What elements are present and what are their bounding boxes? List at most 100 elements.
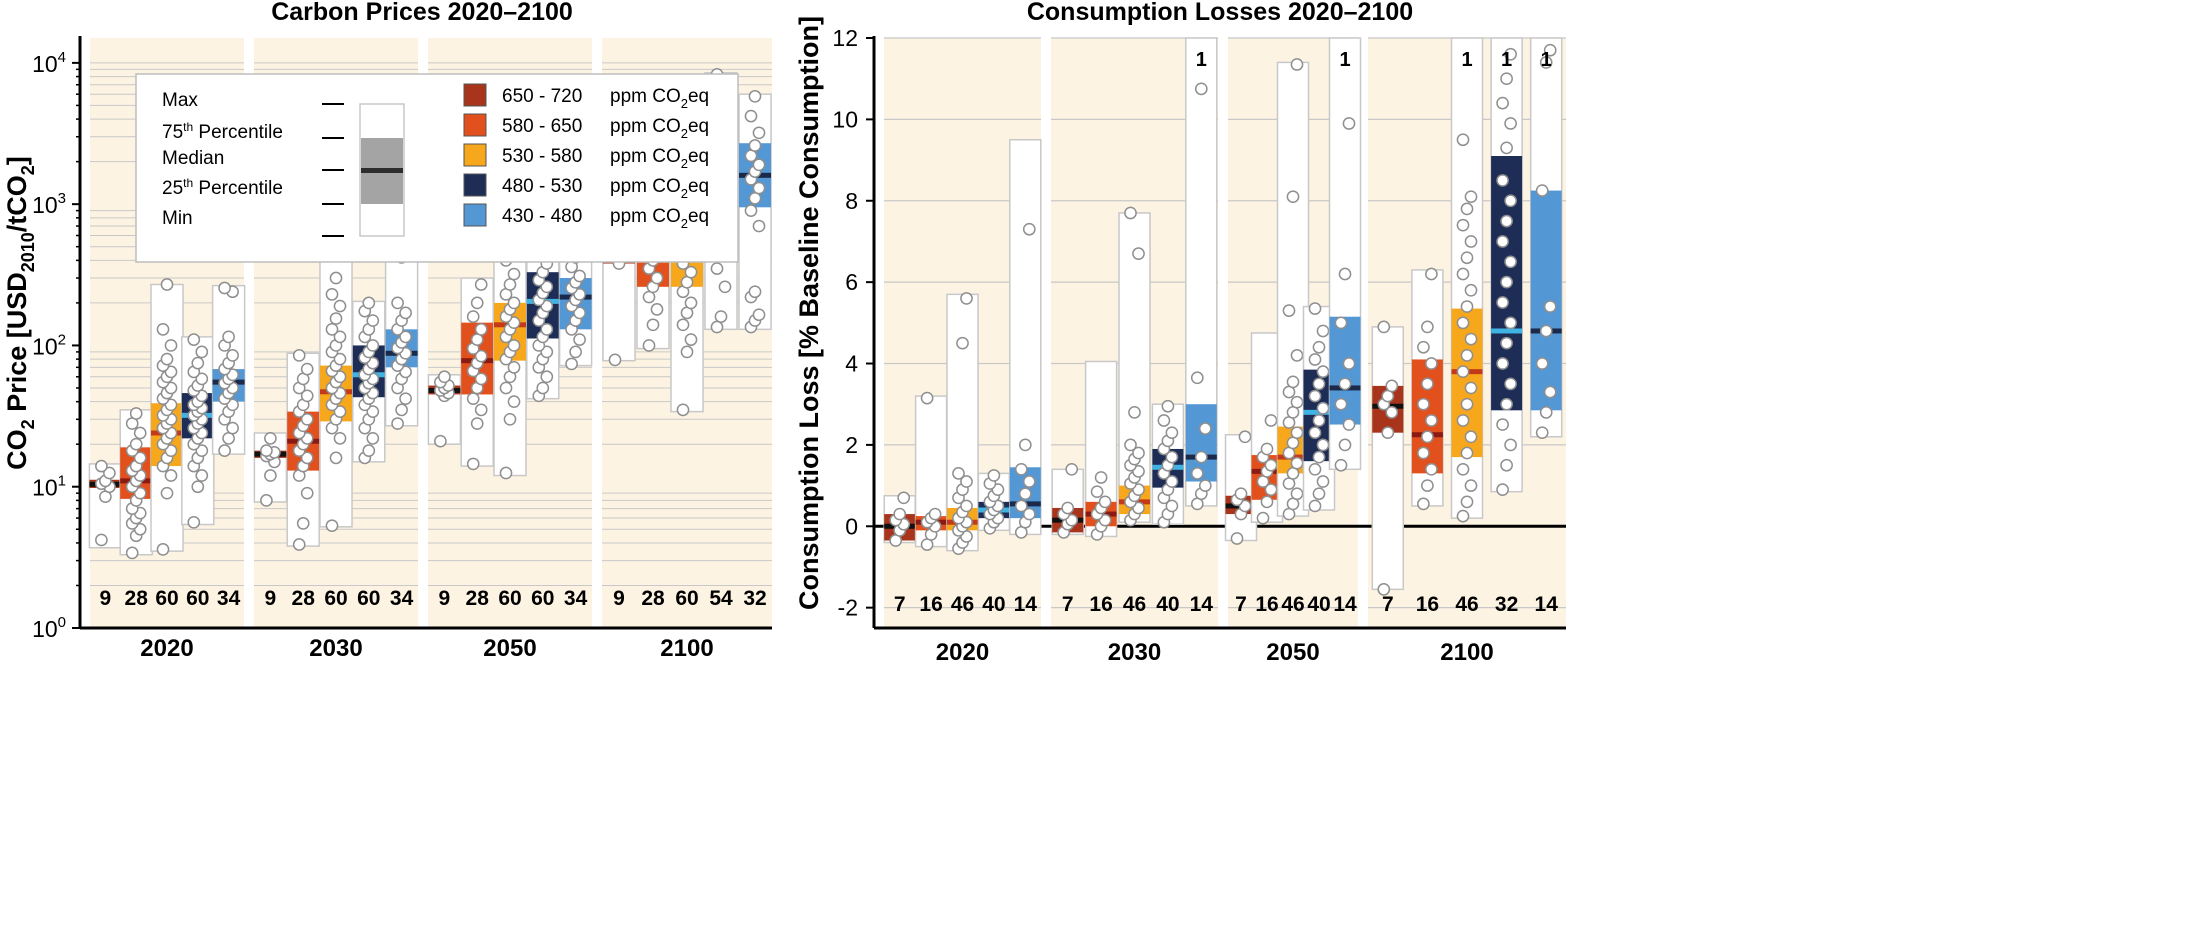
data-point	[1500, 275, 1513, 289]
data-point	[507, 360, 521, 374]
sample-count: 60	[531, 587, 554, 610]
data-point	[608, 353, 622, 367]
data-point	[1014, 462, 1028, 476]
box-2030-0: 7	[1051, 462, 1084, 616]
box-2100-3: 1 32	[1490, 37, 1523, 616]
data-point	[399, 330, 412, 344]
legend-swatch	[463, 83, 487, 107]
sample-count: 28	[641, 587, 665, 610]
data-point	[1456, 365, 1470, 379]
data-point	[1464, 430, 1478, 444]
data-point	[1460, 251, 1474, 265]
data-point	[1290, 349, 1304, 362]
legend-unit: ppm CO2eq	[610, 116, 709, 141]
data-point	[399, 392, 412, 406]
data-point	[1286, 375, 1300, 389]
data-point	[1290, 426, 1304, 440]
data-point	[366, 339, 380, 352]
sample-count: 40	[1156, 593, 1179, 616]
y-tick-label: 101	[32, 473, 66, 501]
data-point	[1308, 389, 1322, 403]
data-point	[395, 403, 408, 417]
data-point	[1535, 357, 1549, 370]
data-point	[1421, 320, 1434, 334]
chart-title: Carbon Prices 2020–2100	[271, 0, 573, 26]
box-2030-4: 1 14	[1185, 37, 1218, 616]
legend-swatch	[463, 173, 487, 197]
data-point	[1256, 511, 1270, 525]
data-point	[573, 306, 586, 320]
sample-count: 60	[186, 587, 209, 610]
box-2050-4: 1 14	[1328, 37, 1362, 616]
data-point	[1500, 214, 1513, 228]
data-point	[329, 271, 343, 285]
data-point	[218, 444, 231, 458]
sample-count: 9	[439, 587, 451, 610]
sample-count: 40	[982, 593, 1005, 616]
year-group-2030: 9 28 60 60 34 2030	[253, 251, 419, 662]
data-point	[1198, 479, 1212, 492]
data-point	[573, 269, 586, 283]
data-point	[680, 345, 694, 359]
x-tick-label: 2050	[1266, 639, 1319, 666]
data-point	[1194, 450, 1208, 464]
data-point	[325, 287, 339, 301]
box-2030-0: 9	[253, 431, 288, 610]
data-point	[1504, 255, 1517, 269]
data-point	[1022, 222, 1036, 236]
data-point	[1496, 418, 1509, 431]
data-point	[95, 533, 108, 547]
data-point	[1165, 450, 1179, 464]
data-point	[300, 486, 314, 500]
data-point	[1421, 479, 1434, 492]
y-tick-label: 6	[845, 269, 858, 295]
sample-count: 34	[217, 587, 241, 610]
sample-count: 34	[390, 587, 414, 610]
data-point	[1312, 340, 1326, 354]
sample-count: 16	[919, 593, 942, 616]
legend-box	[135, 73, 739, 263]
data-point	[300, 451, 314, 465]
data-point	[1381, 426, 1395, 440]
data-point	[470, 296, 484, 310]
data-point	[1504, 194, 1517, 208]
data-point	[960, 292, 973, 305]
sample-count: 9	[613, 587, 625, 610]
legend: Max 75th Percentile Median 25th Percentile M…	[135, 73, 739, 263]
overflow-count: 1	[1541, 49, 1552, 71]
x-tick-label: 2020	[936, 639, 989, 666]
data-point	[752, 308, 766, 322]
sample-count: 16	[1255, 593, 1278, 616]
data-point	[540, 322, 554, 336]
data-point	[1504, 316, 1517, 330]
legend-unit: ppm CO2eq	[610, 86, 709, 111]
sample-count: 28	[466, 587, 490, 610]
sample-count: 46	[1123, 593, 1146, 616]
data-point	[897, 491, 911, 505]
data-point	[1385, 379, 1399, 393]
sample-count: 7	[1382, 593, 1394, 616]
data-point	[191, 356, 205, 370]
data-point	[103, 466, 116, 480]
data-point	[503, 412, 517, 426]
box-2020-2: 46	[946, 292, 979, 616]
data-point	[1539, 405, 1553, 419]
data-point	[474, 278, 488, 291]
data-point	[1316, 438, 1330, 452]
median-line	[1491, 328, 1523, 334]
data-point	[1377, 320, 1391, 334]
data-point	[133, 426, 147, 440]
data-point	[928, 507, 942, 521]
x-tick-label: 2100	[660, 635, 713, 662]
sample-count: 7	[1062, 593, 1074, 616]
legend-key-median	[361, 168, 403, 173]
data-point	[195, 444, 209, 458]
data-point	[1425, 357, 1438, 370]
legend-swatch	[463, 113, 487, 137]
sample-count: 60	[357, 587, 380, 610]
data-point	[499, 381, 513, 395]
consumption-losses-chart: Consumption Losses 2020–2100-2024681012C…	[794, 0, 1566, 666]
data-point	[1417, 397, 1430, 411]
data-point	[466, 310, 480, 323]
data-point	[1165, 426, 1179, 440]
